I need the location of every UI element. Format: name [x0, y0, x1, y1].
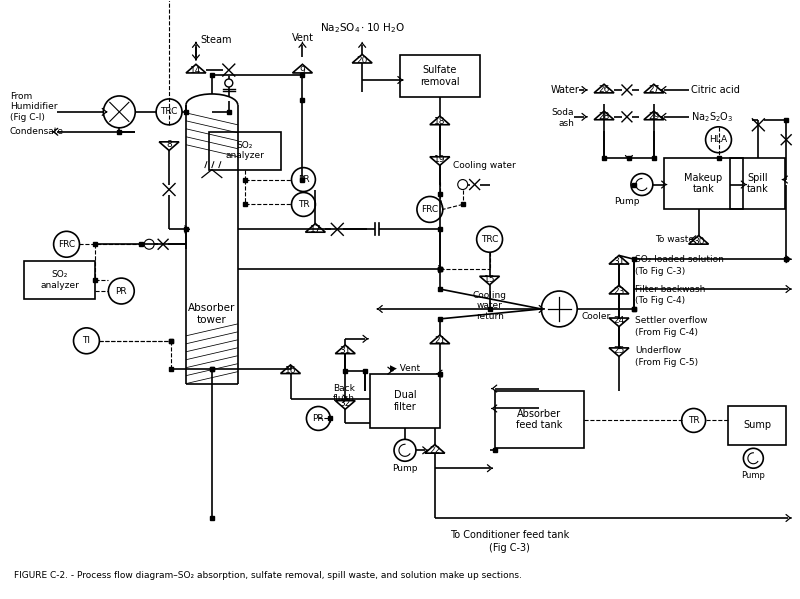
Text: 18: 18 — [434, 117, 446, 126]
Text: 31: 31 — [339, 346, 351, 355]
Text: FIGURE C-2. - Process flow diagram–SO₂ absorption, sulfate removal, spill waste,: FIGURE C-2. - Process flow diagram–SO₂ a… — [14, 571, 522, 580]
Text: 28: 28 — [598, 113, 610, 122]
Text: PR: PR — [115, 286, 127, 295]
Text: To Conditioner feed tank: To Conditioner feed tank — [450, 530, 569, 540]
Text: (To Fig C-3): (To Fig C-3) — [635, 267, 685, 276]
Text: Back
flush: Back flush — [334, 384, 355, 403]
Text: PR: PR — [298, 175, 310, 184]
Text: 14: 14 — [190, 65, 202, 74]
Text: 23: 23 — [614, 286, 625, 295]
Text: Steam: Steam — [200, 35, 232, 45]
Text: 24: 24 — [614, 316, 625, 325]
Bar — [729, 406, 786, 445]
Text: TI: TI — [82, 336, 90, 345]
Text: TR: TR — [298, 200, 310, 209]
Text: 22: 22 — [430, 446, 441, 455]
Text: Soda
ash: Soda ash — [552, 108, 574, 128]
Text: Cooling water: Cooling water — [453, 161, 515, 170]
Bar — [730, 158, 786, 210]
Text: (Fig C-3): (Fig C-3) — [489, 543, 530, 553]
Text: Na$_2$SO$_4\cdot$10 H$_2$O: Na$_2$SO$_4\cdot$10 H$_2$O — [319, 22, 405, 35]
Bar — [664, 158, 743, 210]
Bar — [370, 374, 440, 428]
Text: 19: 19 — [434, 155, 446, 164]
Text: Water: Water — [550, 85, 579, 95]
Text: Pump: Pump — [614, 198, 640, 207]
Text: 27: 27 — [648, 86, 659, 95]
Text: From
Humidifier
(Fig C-I): From Humidifier (Fig C-I) — [10, 92, 58, 122]
Bar — [24, 261, 95, 299]
Text: Underflow: Underflow — [635, 346, 681, 355]
Text: 8: 8 — [166, 140, 172, 149]
Text: Cooler: Cooler — [581, 313, 610, 322]
Text: 9: 9 — [299, 65, 306, 74]
Text: Na$_2$S$_2$O$_3$: Na$_2$S$_2$O$_3$ — [690, 110, 733, 124]
Text: Sump: Sump — [743, 420, 771, 431]
Text: SO₂
analyzer: SO₂ analyzer — [40, 270, 79, 290]
Text: HLA: HLA — [710, 135, 727, 144]
Text: FRC: FRC — [58, 240, 75, 249]
Text: Spill
tank: Spill tank — [747, 173, 769, 194]
Bar — [400, 55, 480, 97]
Text: Absorber
tower: Absorber tower — [188, 303, 235, 325]
Text: 21: 21 — [434, 336, 446, 345]
Text: TR: TR — [688, 416, 699, 425]
Text: TRC: TRC — [481, 235, 498, 244]
Text: 20: 20 — [357, 56, 368, 65]
Text: FRC: FRC — [422, 205, 438, 214]
Text: (From Fig C-4): (From Fig C-4) — [635, 328, 698, 337]
Text: Settler overflow: Settler overflow — [635, 316, 707, 325]
Text: 30: 30 — [693, 237, 704, 246]
Text: SO₂ loaded solution: SO₂ loaded solution — [635, 255, 724, 264]
Text: (From Fig C-5): (From Fig C-5) — [635, 358, 698, 367]
Text: PR: PR — [313, 414, 324, 423]
Text: 31: 31 — [614, 257, 625, 266]
Text: Citric acid: Citric acid — [690, 85, 739, 95]
Text: Makeup
tank: Makeup tank — [685, 173, 722, 194]
Bar — [209, 132, 281, 170]
Text: ▶ Vent: ▶ Vent — [390, 364, 420, 373]
Text: 26: 26 — [598, 86, 610, 95]
Text: Pump: Pump — [392, 464, 418, 473]
Text: TRC: TRC — [160, 107, 178, 116]
Text: Vent: Vent — [291, 33, 314, 43]
Text: 15: 15 — [484, 274, 495, 283]
Text: 25: 25 — [614, 346, 625, 355]
Text: (To Fig C-4): (To Fig C-4) — [635, 297, 685, 305]
Text: 16: 16 — [285, 366, 296, 375]
Text: Absorber
feed tank: Absorber feed tank — [516, 409, 562, 430]
Text: Pump: Pump — [742, 471, 766, 480]
Text: Filter backwash: Filter backwash — [635, 285, 706, 294]
Text: Sulfate
removal: Sulfate removal — [420, 65, 460, 87]
Text: 29: 29 — [648, 113, 659, 122]
Text: SO₂
analyzer: SO₂ analyzer — [226, 141, 264, 161]
Text: 32: 32 — [339, 399, 351, 408]
Text: Dual
filter: Dual filter — [394, 390, 416, 412]
Text: 17: 17 — [310, 225, 321, 234]
Text: Condensate: Condensate — [10, 127, 64, 137]
Text: To waste: To waste — [654, 235, 694, 244]
Text: Cooling
water
return: Cooling water return — [473, 291, 506, 321]
Bar — [494, 391, 584, 448]
